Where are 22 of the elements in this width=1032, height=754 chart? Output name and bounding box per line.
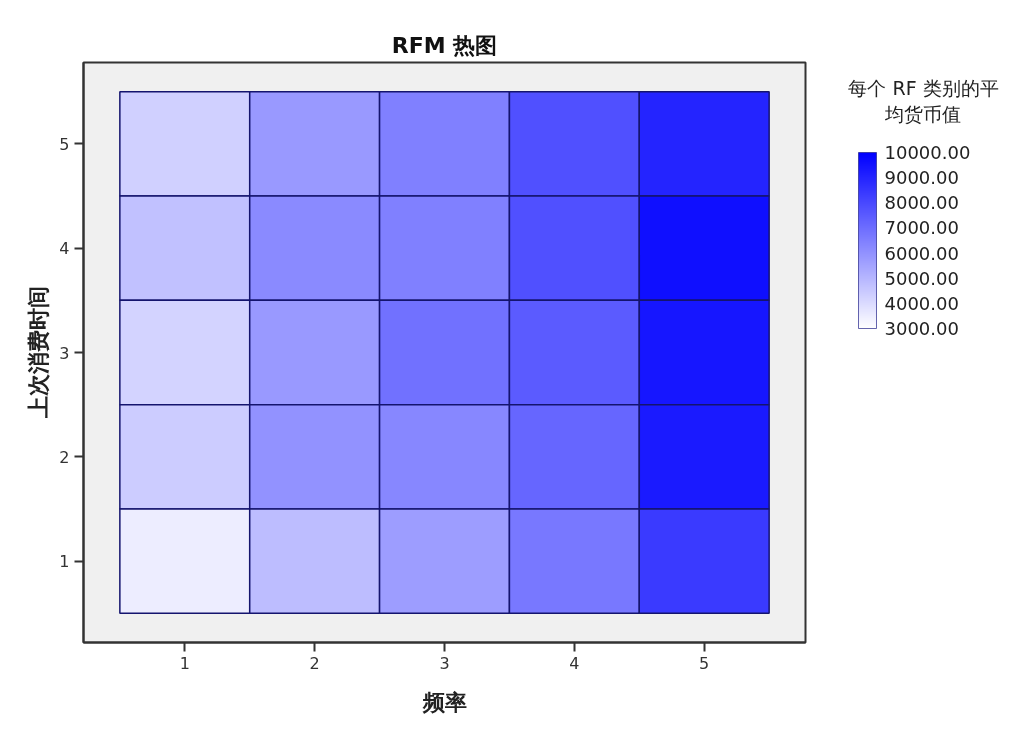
x-axis-title: 频率 (421, 689, 467, 715)
y-tick-label: 4 (59, 239, 70, 259)
x-tick-label: 1 (179, 653, 190, 673)
color-bar-label: 5000.00 (884, 267, 959, 289)
color-bar-label: 6000.00 (884, 242, 959, 264)
color-bar-label: 7000.00 (884, 217, 959, 239)
chart-title: RFM 热图 (391, 32, 498, 58)
x-tick-label: 5 (699, 653, 710, 673)
color-bar-label: 8000.00 (884, 192, 959, 214)
y-tick-label: 3 (59, 343, 70, 363)
color-bar-label: 4000.00 (884, 292, 959, 314)
color-bar-label: 9000.00 (884, 167, 959, 189)
x-tick-label: 2 (309, 653, 320, 673)
color-bar-label: 3000.00 (884, 318, 959, 339)
y-axis-title: 上次消费时间 (26, 286, 52, 420)
color-bar-label: 10000.00 (884, 142, 971, 163)
color-bar-title: 每个 RF 类别的平均货币值 (848, 76, 999, 125)
x-tick-label: 4 (569, 653, 580, 673)
y-tick-label: 5 (59, 134, 70, 154)
y-tick-label: 2 (59, 447, 70, 467)
x-tick-label: 3 (439, 653, 450, 673)
y-tick-label: 1 (59, 552, 70, 572)
